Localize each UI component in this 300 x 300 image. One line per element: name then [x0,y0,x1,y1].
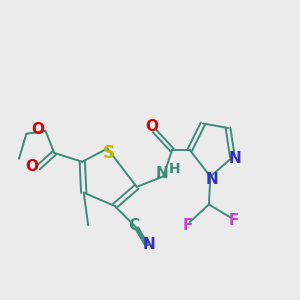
Text: N: N [229,151,242,166]
Text: F: F [183,218,194,232]
Text: N: N [206,172,218,187]
Text: S: S [103,144,115,162]
Text: F: F [229,213,239,228]
Text: H: H [169,162,181,176]
Text: N: N [155,166,168,181]
Text: N: N [142,237,155,252]
Text: C: C [128,218,140,232]
Text: O: O [32,122,45,137]
Text: O: O [145,119,158,134]
Text: O: O [26,159,39,174]
